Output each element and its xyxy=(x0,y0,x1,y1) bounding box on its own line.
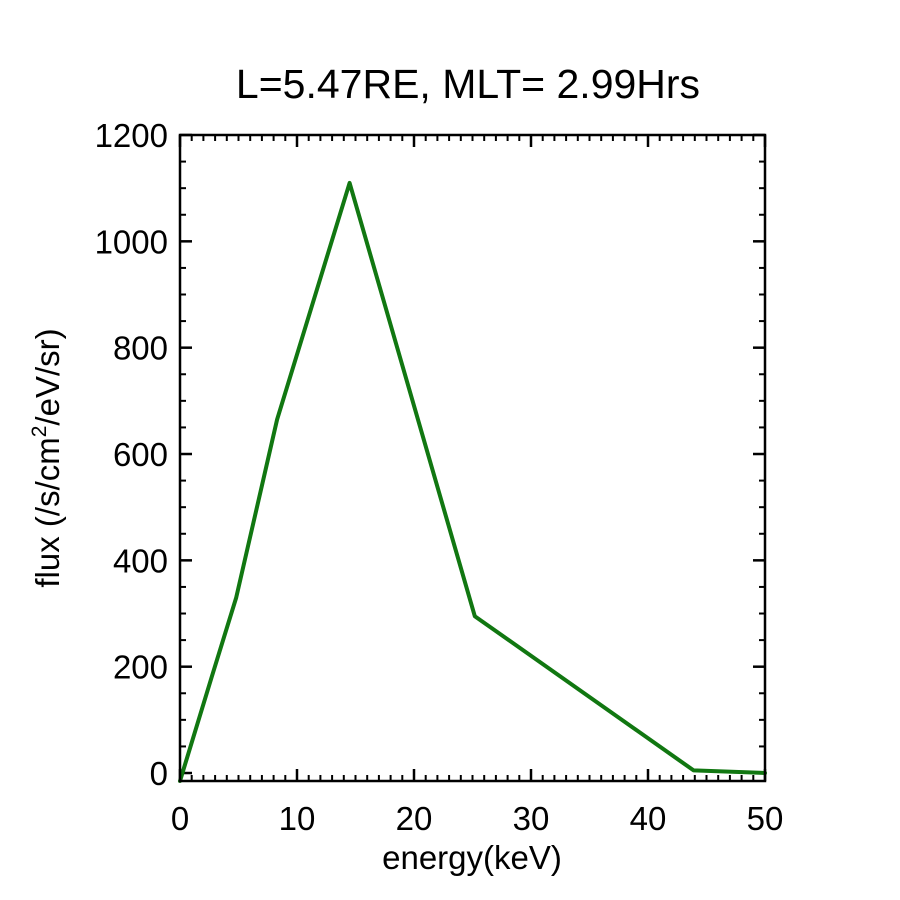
y-tick-label: 600 xyxy=(113,436,168,473)
x-axis-label: energy(keV) xyxy=(382,839,562,876)
plot-frame xyxy=(178,133,767,783)
y-tick-label: 800 xyxy=(113,330,168,367)
x-tick-label: 40 xyxy=(630,800,667,837)
y-axis-label-suffix: /eV/sr) xyxy=(29,328,66,425)
y-axis-label-superscript: 2 xyxy=(28,426,51,438)
y-tick-label: 1000 xyxy=(95,223,168,260)
y-tick-labels: 0 200 400 600 800 1000 1200 xyxy=(95,117,168,792)
y-axis-label-prefix: flux (/s/cm xyxy=(29,437,66,587)
x-tick-label: 20 xyxy=(396,800,433,837)
y-tick-label: 200 xyxy=(113,649,168,686)
series-line xyxy=(178,180,767,783)
y-axis-label: flux (/s/cm2/eV/sr) xyxy=(28,328,66,587)
chart-title: L=5.47RE, MLT= 2.99Hrs xyxy=(236,61,700,107)
x-tick-label: 30 xyxy=(513,800,550,837)
y-tick-label: 400 xyxy=(113,542,168,579)
y-tick-label: 1200 xyxy=(95,117,168,154)
y-tick-label: 0 xyxy=(150,755,168,792)
series-group xyxy=(178,180,767,783)
x-tick-label: 0 xyxy=(171,800,189,837)
x-tick-label: 50 xyxy=(747,800,784,837)
x-tick-labels: 0 10 20 30 40 50 xyxy=(171,800,784,837)
x-tick-label: 10 xyxy=(279,800,316,837)
